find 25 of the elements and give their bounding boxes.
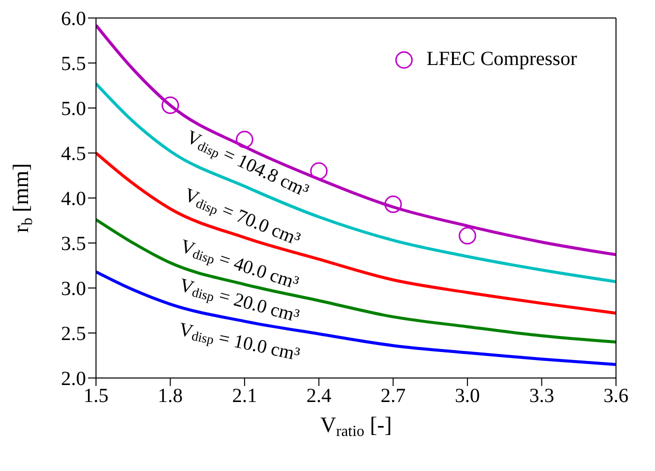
y-tick-label: 3.0 <box>61 278 86 300</box>
y-tick-label: 3.5 <box>61 233 86 256</box>
y-tick-label: 2.0 <box>61 368 86 390</box>
x-tick-label: 1.5 <box>84 385 108 408</box>
legend-label: LFEC Compressor <box>426 48 577 71</box>
point <box>310 162 328 180</box>
point <box>236 130 254 148</box>
x-tick-label: 1.8 <box>158 385 183 408</box>
point <box>384 196 402 214</box>
annotation: V$_{disp}$ = 10.0 cm³ <box>176 320 302 366</box>
point <box>162 96 180 114</box>
x-tick-label: 2.4 <box>306 385 332 408</box>
y-tick-label: 5.0 <box>61 98 86 120</box>
x-tick-label: 3.6 <box>604 385 628 408</box>
x-tick-label: 3.0 <box>454 385 480 408</box>
y-tick-label: 4.0 <box>61 188 86 210</box>
x-tick-label: 2.1 <box>232 385 258 408</box>
x-axis-title: V$_{ratio}$ [-] <box>320 412 392 440</box>
y-tick-label: 6.0 <box>61 8 86 30</box>
y-tick-label: 4.5 <box>61 143 86 166</box>
y-tick-label: 2.5 <box>61 323 86 346</box>
x-tick-label: 2.7 <box>380 385 406 408</box>
point <box>458 227 476 245</box>
y-tick-label: 5.5 <box>61 53 86 76</box>
x-tick-label: 3.3 <box>529 385 554 408</box>
